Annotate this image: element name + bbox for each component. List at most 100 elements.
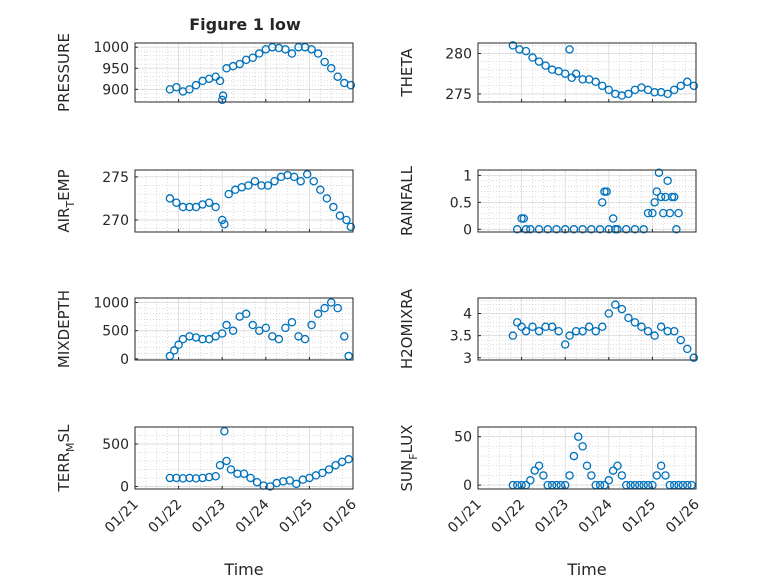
data-point <box>185 85 194 94</box>
data-point <box>661 471 670 480</box>
x-axis-label: Time <box>223 560 263 579</box>
data-point <box>650 198 659 207</box>
y-axis-label: PRESSURE <box>55 33 73 112</box>
data-point <box>598 81 607 91</box>
data-point <box>672 225 681 234</box>
data-point <box>281 45 290 54</box>
data-point <box>604 225 614 234</box>
data-point <box>285 476 295 485</box>
y-tick-label: 1000 <box>93 296 129 312</box>
data-point <box>650 88 659 97</box>
data-point <box>185 202 194 212</box>
data-point <box>287 49 297 58</box>
y-axis-label: SUNFLUX <box>398 425 420 492</box>
data-point <box>329 202 338 212</box>
rainfall-subplot: 0 0.5 1 RAINFALL <box>398 165 697 238</box>
x-tick-label: 01/26 <box>663 496 703 536</box>
data-point <box>663 176 672 186</box>
data-point <box>604 309 614 318</box>
data-point <box>178 202 188 212</box>
y-tick-label: 950 <box>102 61 129 77</box>
data-point <box>316 185 325 195</box>
data-point <box>324 465 334 474</box>
data-point <box>560 225 570 234</box>
data-point <box>296 176 305 186</box>
data-point <box>565 471 574 480</box>
data-point <box>587 471 596 480</box>
data-point <box>624 313 633 323</box>
data-point <box>224 189 233 199</box>
sun-flux-subplot: 0 50 01/21 01/22 01/23 01/24 01/25 01/26 SUNFLUX… <box>398 425 703 579</box>
data-point <box>211 472 220 481</box>
data-point <box>539 471 548 480</box>
data-point <box>598 198 607 207</box>
data-point <box>265 482 275 491</box>
data-point <box>578 75 587 84</box>
x-tick-label: 01/25 <box>276 497 316 537</box>
data-point <box>165 194 175 203</box>
data-point <box>248 320 257 330</box>
data-point <box>650 331 659 340</box>
data-point <box>569 225 579 234</box>
data-point <box>344 455 353 464</box>
data-point <box>654 168 664 177</box>
data-point <box>663 326 672 336</box>
y-axis-label: H2OMIXRA <box>398 288 416 369</box>
y-tick-label: 280 <box>445 47 472 63</box>
data-point <box>318 468 327 478</box>
data-point <box>215 460 225 470</box>
data-point <box>617 304 627 314</box>
data-point <box>289 172 299 182</box>
y-tick-label: 3.5 <box>450 329 472 345</box>
data-point <box>595 225 605 234</box>
data-point <box>241 309 251 319</box>
axes-box <box>134 42 354 103</box>
y-tick-label: 3 <box>463 351 472 367</box>
y-tick-label: 4 <box>463 307 472 323</box>
data-point <box>313 309 323 319</box>
y-tick-label: 0 <box>120 352 129 368</box>
y-tick-label: 1000 <box>93 40 129 56</box>
x-axis-label: Time <box>566 560 606 579</box>
data-point <box>676 335 685 345</box>
data-point <box>683 344 692 354</box>
terr-msl-subplot: 0 500 01/21 01/22 01/23 01/24 01/25 01/26 TERRMS… <box>55 424 360 579</box>
data-point <box>565 45 574 54</box>
data-point <box>613 461 622 470</box>
data-point <box>270 176 279 186</box>
data-point <box>656 322 666 332</box>
data-point <box>554 326 563 336</box>
axes-box <box>477 297 697 361</box>
data-point <box>578 225 587 234</box>
data-point <box>604 85 614 95</box>
data-point <box>604 476 614 485</box>
data-point <box>302 170 312 179</box>
figure-title: Figure 1 low <box>189 15 301 34</box>
y-axis-label: THETA <box>398 48 416 98</box>
x-tick-label: 01/21 <box>102 497 142 537</box>
data-point <box>211 202 220 212</box>
data-point <box>204 198 214 207</box>
data-point <box>582 461 592 470</box>
data-point <box>521 326 531 336</box>
data-point <box>552 225 561 234</box>
y-tick-label: 500 <box>102 324 129 340</box>
data-point <box>333 72 342 81</box>
data-point <box>313 49 323 58</box>
data-point <box>584 322 594 332</box>
data-point <box>630 225 640 234</box>
y-tick-label: 500 <box>102 437 129 453</box>
data-point <box>541 61 550 70</box>
data-point <box>571 69 581 78</box>
data-point <box>217 95 227 105</box>
x-tick-label: 01/22 <box>489 497 529 537</box>
data-point <box>309 176 319 186</box>
data-point <box>274 334 284 344</box>
data-point <box>528 322 537 332</box>
x-tick-label: 01/25 <box>619 497 659 537</box>
data-point <box>255 49 264 58</box>
data-point <box>611 300 620 309</box>
data-point <box>257 181 266 190</box>
data-point <box>322 194 332 203</box>
